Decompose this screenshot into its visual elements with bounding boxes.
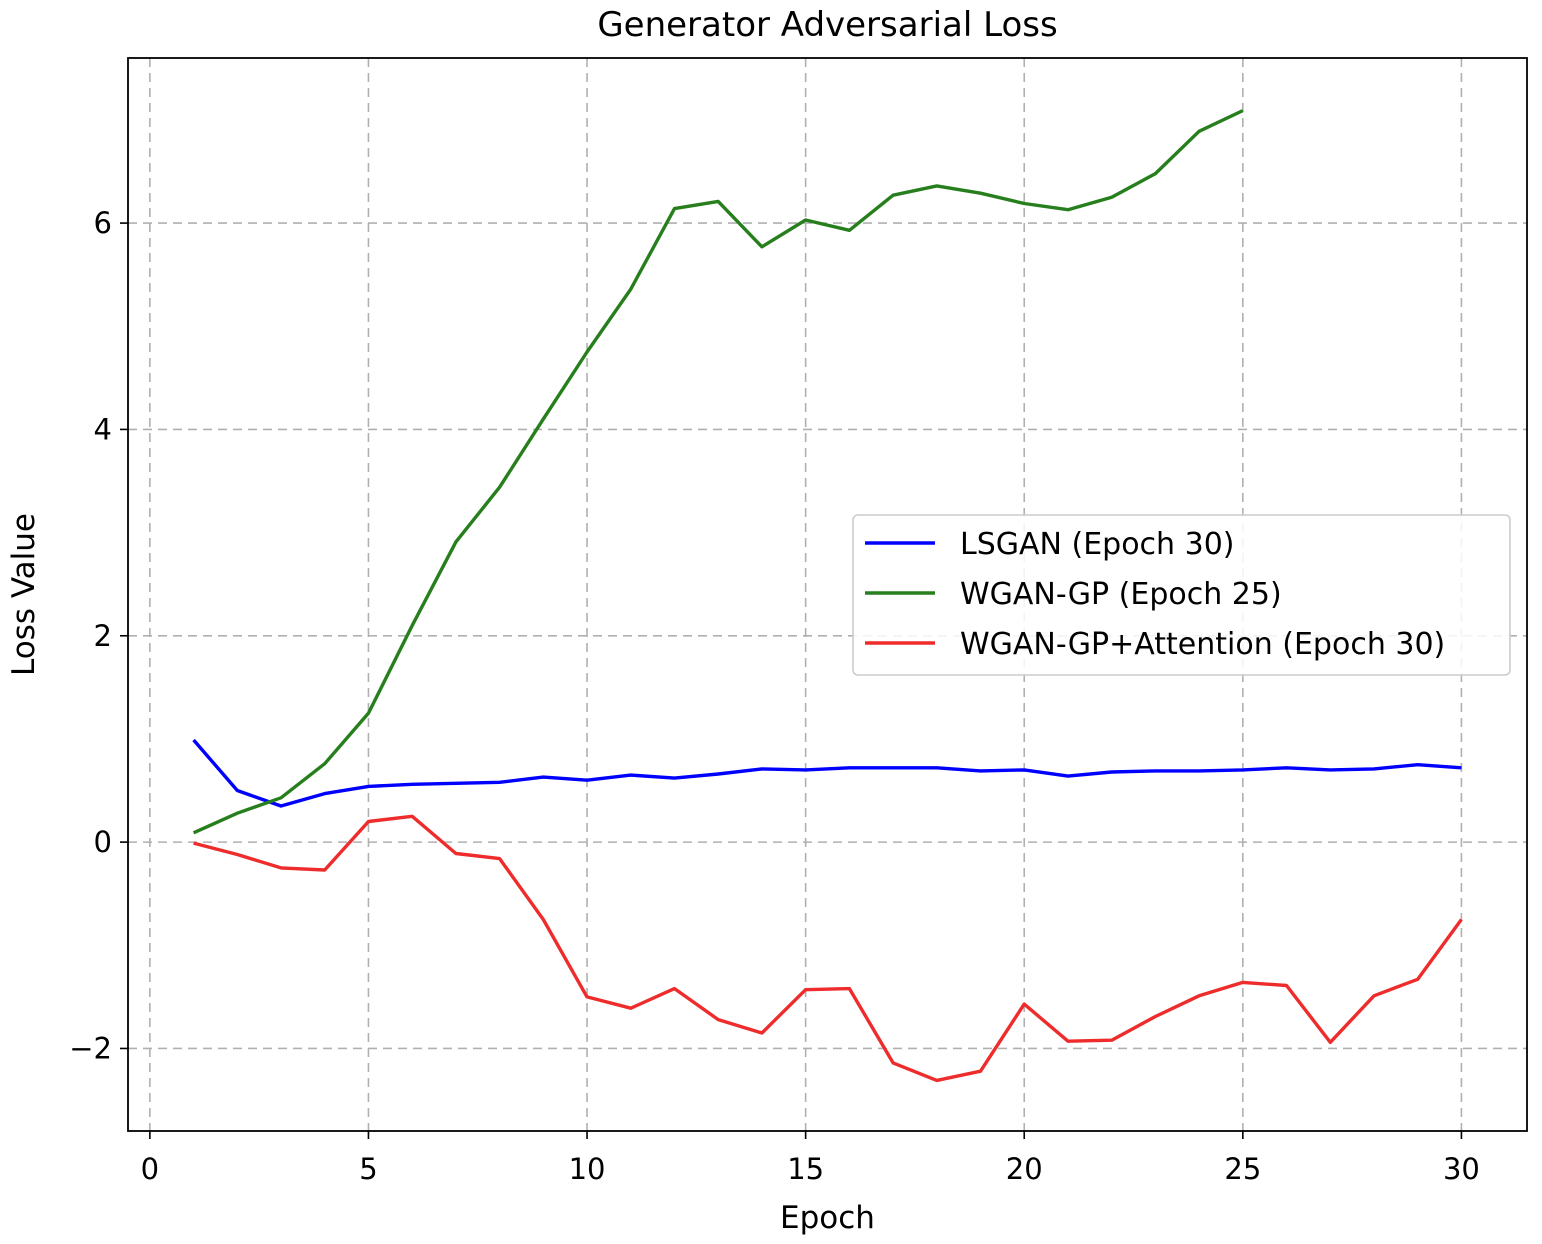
series-line-1	[192, 738, 1462, 808]
grid-lines	[128, 58, 1527, 1131]
series-line-2	[192, 109, 1244, 835]
x-tick-label: 5	[359, 1152, 377, 1186]
x-tick-label: 20	[1006, 1152, 1043, 1186]
y-tick-label: −2	[69, 1031, 112, 1065]
y-tick-label: 4	[94, 412, 112, 446]
series-line-3	[193, 814, 1463, 1083]
legend-entry-3: WGAN-GP+Attention (Epoch 30)	[960, 627, 1445, 662]
legend-entry-2: WGAN-GP (Epoch 25)	[960, 577, 1282, 612]
x-tick-label: 25	[1224, 1152, 1261, 1186]
legend: LSGAN (Epoch 30) WGAN-GP (Epoch 25) WGAN-G…	[852, 514, 1511, 676]
x-axis-label: Epoch	[780, 1200, 875, 1236]
plot-area-frame	[127, 57, 1528, 1132]
y-tick-label: 6	[94, 206, 112, 240]
y-tick-label: 0	[94, 825, 112, 859]
y-tick-label: 2	[94, 619, 112, 653]
x-tick-label: 10	[569, 1152, 606, 1186]
x-tick-label: 15	[787, 1152, 824, 1186]
legend-box	[852, 514, 1511, 676]
legend-entry-1: LSGAN (Epoch 30)	[960, 527, 1234, 562]
x-tick-label: 0	[141, 1152, 159, 1186]
chart-title: Generator Adversarial Loss	[597, 5, 1057, 45]
x-tick-label: 30	[1443, 1152, 1480, 1186]
axis-ticks: 0 5 10 15 20 25 30 −2 0 2 4 6	[69, 206, 1480, 1186]
y-axis-label: Loss Value	[6, 513, 42, 676]
series-lines	[192, 109, 1463, 1083]
